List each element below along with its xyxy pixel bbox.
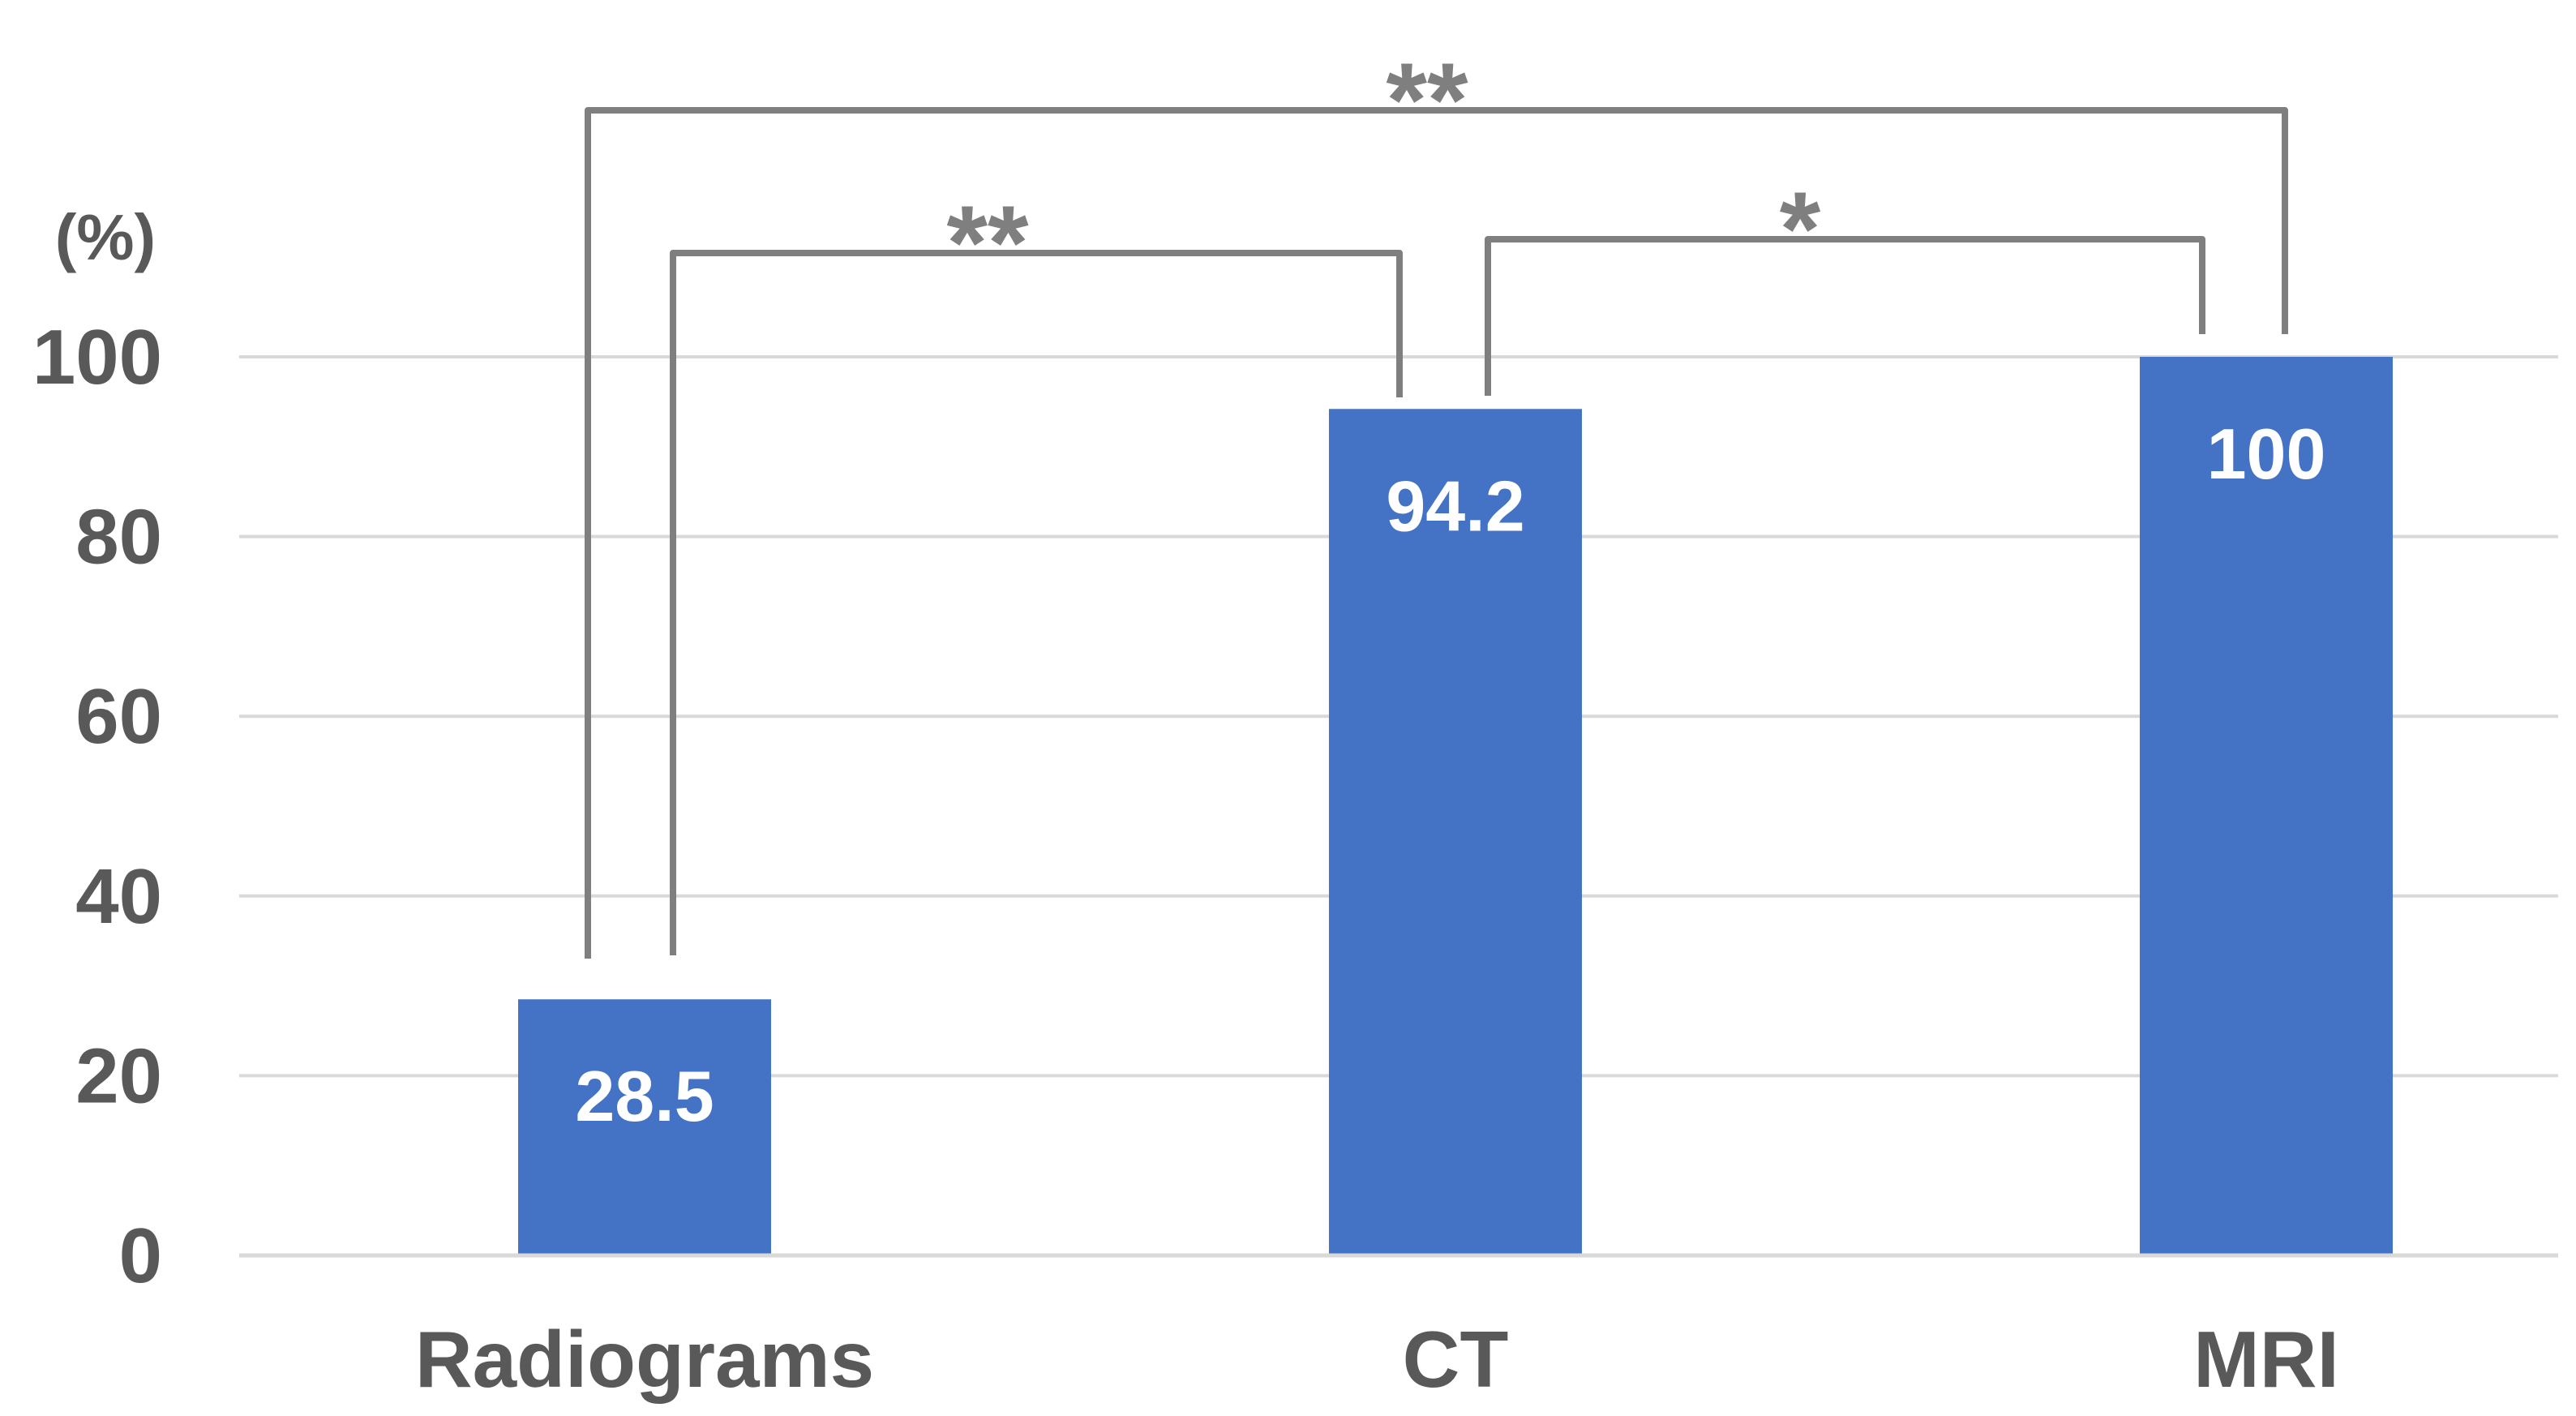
y-axis-unit-label: (%) — [55, 201, 156, 273]
significance-label: ** — [946, 183, 1029, 302]
y-tick-label: 0 — [119, 1212, 162, 1299]
significance-label: ** — [1386, 41, 1468, 159]
y-tick-label: 40 — [75, 853, 162, 940]
significance-label: * — [1780, 169, 1821, 288]
x-category-label: Radiograms — [415, 1315, 874, 1404]
data-label: 100 — [2207, 414, 2326, 494]
bar-radiograms — [518, 999, 771, 1255]
bar-ct — [1329, 409, 1582, 1255]
x-category-label: CT — [1403, 1315, 1509, 1404]
significance-bracket — [585, 107, 2288, 959]
y-tick-label: 60 — [75, 673, 162, 760]
data-label: 28.5 — [575, 1056, 714, 1136]
y-tick-label: 20 — [75, 1032, 162, 1119]
x-category-label: MRI — [2193, 1315, 2339, 1404]
bar-mri — [2140, 357, 2393, 1255]
significance-bracket — [670, 250, 1403, 955]
significance-bracket — [1485, 236, 2205, 396]
y-tick-label: 80 — [75, 494, 162, 581]
y-tick-label: 100 — [32, 314, 162, 401]
data-label: 94.2 — [1386, 466, 1524, 546]
bars: 28.5 94.2 100 — [518, 357, 2393, 1255]
axes: 0 20 40 60 80 100 Radiograms CT MRI — [32, 314, 2558, 1404]
significance-brackets: ** *** — [585, 41, 2288, 959]
